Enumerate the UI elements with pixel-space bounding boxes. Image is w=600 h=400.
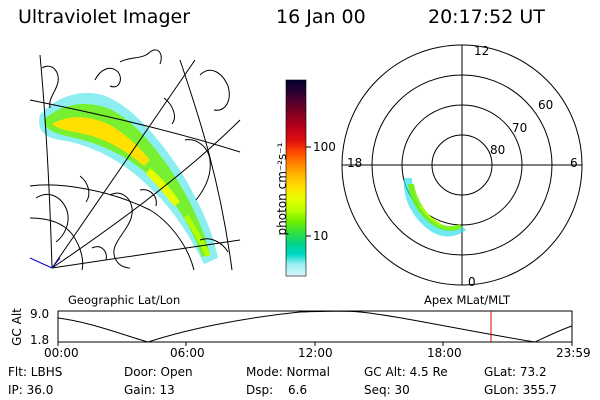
xtick-1200: 12:00: [298, 346, 333, 360]
xtick-2359: 23:59: [556, 346, 591, 360]
polar-auroral-emission: [403, 178, 466, 237]
coastlines: [35, 49, 230, 269]
polar-caption: Apex MLat/MLT: [424, 293, 511, 307]
xtick-0600: 06:00: [170, 346, 205, 360]
status-dsp-label: Dsp:: [246, 383, 274, 397]
status-gain: Gain: 13: [124, 383, 175, 397]
status-glon: GLon: 355.7: [484, 383, 557, 397]
status-door: Door: Open: [124, 365, 193, 379]
colorbar-tick-10: 10: [313, 229, 329, 243]
mlt-label-18: 18: [347, 156, 363, 170]
date-label: 16 Jan 00: [276, 6, 366, 28]
mlat-label-70: 70: [512, 121, 528, 135]
mlat-label-60: 60: [538, 98, 554, 112]
xtick-1800: 18:00: [427, 346, 462, 360]
altitude-ylabel: GC Alt: [10, 308, 24, 346]
status-mode: Mode: Normal: [246, 365, 330, 379]
status-seq: Seq: 30: [364, 383, 410, 397]
geographic-caption: Geographic Lat/Lon: [68, 293, 181, 307]
status-filter: Flt: LBHS: [8, 365, 63, 379]
status-dsp-value: 6.6: [288, 383, 308, 397]
status-gc-alt: GC Alt: 4.5 Re: [364, 365, 448, 379]
mlt-label-6: 6: [570, 156, 578, 170]
mlat-label-80: 80: [490, 143, 506, 157]
status-ip: IP: 36.0: [8, 383, 54, 397]
colorbar-tick-100: 100: [313, 140, 336, 154]
mlt-label-12: 12: [474, 44, 490, 58]
status-glat: GLat: 73.2: [484, 365, 547, 379]
lat-lon-grid: [29, 54, 241, 271]
instrument-title: Ultraviolet Imager: [18, 6, 191, 28]
altitude-ytick-max: 9.0: [30, 307, 50, 321]
altitude-ytick-min: 1.8: [30, 333, 50, 347]
mlt-label-0: 0: [468, 275, 476, 289]
polar-grid: [341, 44, 583, 286]
xtick-0000: 00:00: [44, 346, 79, 360]
time-label: 20:17:52 UT: [428, 6, 545, 28]
